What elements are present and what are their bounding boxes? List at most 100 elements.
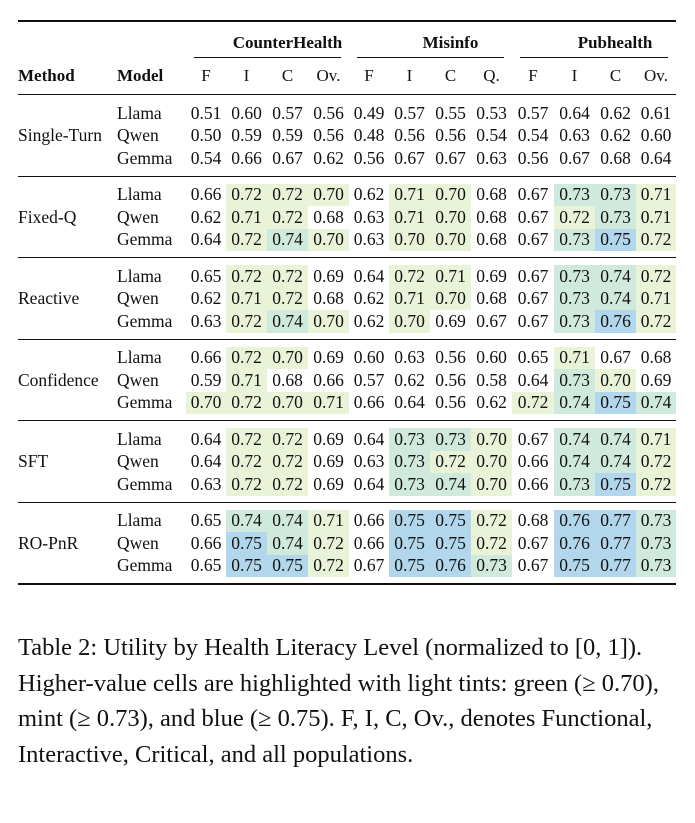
value-cell: 0.72 [308,554,349,577]
subcol-header: F [528,66,538,85]
value-cell: 0.63 [353,451,385,472]
value-cell: 0.74 [267,509,308,532]
value-cell: 0.71 [308,509,349,532]
method-cell: RO-PnR [18,532,79,553]
value-cell: 0.69 [313,428,344,449]
value-cell: 0.72 [267,287,308,310]
value-cell: 0.67 [559,147,590,168]
model-cell: Qwen [117,369,159,390]
value-cell: 0.73 [554,265,595,288]
value-cell: 0.74 [267,228,308,251]
value-cell: 0.71 [636,183,677,206]
subcol-header: C [609,66,622,85]
value-cell: 0.77 [595,554,636,577]
dataset-header: Misinfo [422,33,479,52]
model-cell: Gemma [117,392,173,413]
value-cell: 0.63 [190,473,222,494]
table-row: Gemma 0.70 0.72 0.70 0.71 0.66 0.64 0.56 0.62 0.7… [18,391,677,414]
cmidrule [357,56,504,58]
subcol-header: C [281,66,294,85]
value-cell: 0.64 [559,102,590,123]
value-cell: 0.68 [313,206,344,227]
value-cell: 0.75 [430,532,471,555]
value-cell: 0.62 [476,392,507,413]
value-cell: 0.72 [636,473,677,496]
value-cell: 0.70 [267,346,308,369]
value-cell: 0.74 [430,473,471,496]
value-cell: 0.75 [389,509,430,532]
subcol-header: I [243,66,250,85]
value-cell: 0.76 [554,532,595,555]
value-cell: 0.73 [595,183,636,206]
value-cell: 0.77 [595,532,636,555]
value-cell: 0.75 [595,473,636,496]
value-cell: 0.77 [595,509,636,532]
value-cell: 0.56 [394,125,425,146]
value-cell: 0.62 [600,125,631,146]
value-cell: 0.59 [272,125,303,146]
value-cell: 0.70 [267,391,308,414]
value-cell: 0.73 [554,183,595,206]
value-cell: 0.72 [267,265,308,288]
table-row: Single-Turn Llama 0.51 0.60 0.57 0.56 0.49 0.57… [18,102,676,146]
value-cell: 0.66 [231,147,262,168]
model-cell: Llama [117,347,162,368]
value-cell: 0.54 [190,147,222,168]
model-cell: Qwen [117,125,159,146]
value-cell: 0.73 [389,473,430,496]
method-cell: Fixed-Q [18,206,77,227]
value-cell: 0.67 [600,347,631,368]
value-cell: 0.74 [595,428,636,451]
value-cell: 0.69 [476,265,507,286]
value-cell: 0.74 [267,532,308,555]
value-cell: 0.75 [389,554,430,577]
value-cell: 0.62 [353,288,385,309]
value-cell: 0.70 [389,228,430,251]
dataset-header: CounterHealth [232,33,343,52]
value-cell: 0.72 [226,183,267,206]
value-cell: 0.67 [435,147,466,168]
value-cell: 0.72 [471,532,512,555]
model-cell: Gemma [117,555,173,576]
model-cell: Qwen [117,288,159,309]
value-cell: 0.63 [353,229,385,250]
value-cell: 0.67 [517,310,549,331]
value-cell: 0.56 [435,392,466,413]
value-cell: 0.64 [190,229,222,250]
dataset-header: Pubhealth [577,33,653,52]
value-cell: 0.73 [389,450,430,473]
model-cell: Llama [117,102,162,123]
method-cell: Confidence [18,369,99,390]
value-cell: 0.70 [430,228,471,251]
value-cell: 0.76 [430,554,471,577]
value-cell: 0.72 [636,265,677,288]
value-cell: 0.66 [517,451,549,472]
cmidrule-row [18,56,676,58]
value-cell: 0.72 [226,391,267,414]
value-cell: 0.67 [272,147,303,168]
table-row: Reactive Llama 0.65 0.72 0.72 0.69 0.64 0.72 0.7… [18,265,677,308]
table-row: Qwen 0.59 0.71 0.68 0.66 0.57 0.62 0.56 0.58 0.64… [18,369,676,392]
value-cell: 0.66 [353,510,385,531]
value-cell: 0.57 [272,102,303,123]
value-cell: 0.70 [471,450,512,473]
method-cell: SFT [18,451,49,472]
subcol-header: I [571,66,578,85]
value-cell: 0.73 [636,509,677,532]
value-cell: 0.67 [517,229,549,250]
table-row: Gemma 0.65 0.75 0.75 0.72 0.67 0.75 0.76 0.73 0.6… [18,554,677,577]
subcol-header: F [364,66,374,85]
value-cell: 0.72 [226,428,267,451]
value-cell: 0.64 [190,428,222,449]
value-cell: 0.67 [353,555,385,576]
value-cell: 0.69 [313,347,344,368]
value-cell: 0.74 [595,287,636,310]
value-cell: 0.71 [389,287,430,310]
value-cell: 0.72 [636,310,677,333]
value-cell: 0.75 [226,554,267,577]
value-cell: 0.72 [226,473,267,496]
group-spacer [18,501,677,510]
value-cell: 0.71 [636,206,677,229]
value-cell: 0.62 [394,369,425,390]
value-cell: 0.60 [353,347,385,368]
